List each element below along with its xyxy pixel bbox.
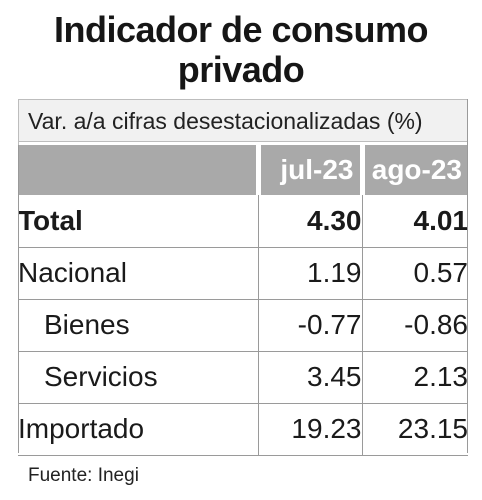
row-label: Servicios xyxy=(18,351,258,404)
value-ago: 4.01 xyxy=(361,195,468,248)
table-row-importado: Importado 19.23 23.15 xyxy=(18,403,468,456)
table-subtitle: Var. a/a cifras desestacionalizadas (%) xyxy=(28,108,423,134)
frame-left-upper xyxy=(18,99,19,145)
header-label-cell xyxy=(18,145,258,195)
title-line-1: Indicador de consumo xyxy=(53,9,429,50)
row-label: Total xyxy=(18,195,258,248)
table-header-row: jul-23 ago-23 xyxy=(18,145,468,195)
value-ago: 23.15 xyxy=(361,403,468,456)
value-jul: -0.77 xyxy=(257,299,362,352)
table-row-total: Total 4.30 4.01 xyxy=(18,195,468,248)
title-line-2: privado xyxy=(177,49,305,90)
table-row-nacional: Nacional 1.19 0.57 xyxy=(18,247,468,300)
subtitle-band xyxy=(18,99,468,142)
table-row-servicios: Servicios 3.45 2.13 xyxy=(18,351,468,404)
value-ago: 2.13 xyxy=(361,351,468,404)
source-note: Fuente: Inegi xyxy=(28,465,139,486)
value-ago: -0.86 xyxy=(361,299,468,352)
value-ago: 0.57 xyxy=(361,247,468,300)
header-ago-23: ago-23 xyxy=(359,145,468,195)
value-jul: 1.19 xyxy=(257,247,362,300)
frame-right xyxy=(467,99,468,453)
table-row-bienes: Bienes -0.77 -0.86 xyxy=(18,299,468,352)
frame-left xyxy=(18,145,19,453)
row-label: Bienes xyxy=(18,299,258,352)
page-title: Indicador de consumo privado xyxy=(0,10,482,90)
value-jul: 19.23 xyxy=(257,403,362,456)
row-label: Nacional xyxy=(18,247,258,300)
value-jul: 4.30 xyxy=(257,195,362,248)
value-jul: 3.45 xyxy=(257,351,362,404)
header-jul-23: jul-23 xyxy=(255,145,362,195)
consumption-table: jul-23 ago-23 Total 4.30 4.01 Nacional 1… xyxy=(18,145,468,456)
row-label: Importado xyxy=(18,403,258,456)
